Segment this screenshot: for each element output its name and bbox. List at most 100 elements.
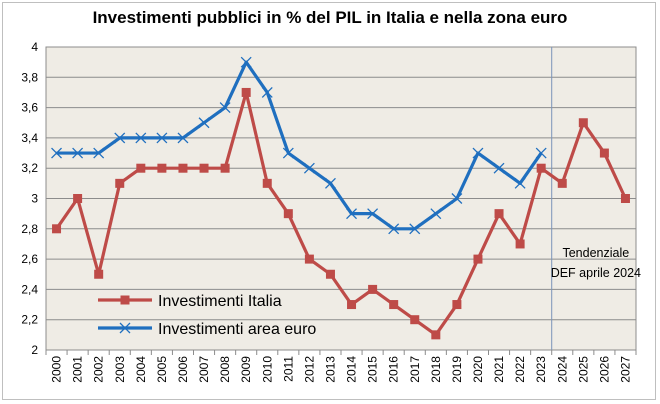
data-point-euro xyxy=(388,223,400,235)
data-point-italia xyxy=(157,163,167,173)
y-tick-label: 3 xyxy=(31,192,38,206)
x-tick-label: 2019 xyxy=(450,356,464,383)
x-tick-label: 2009 xyxy=(239,356,253,383)
x-tick-label: 2026 xyxy=(597,356,611,383)
x-tick-label: 2005 xyxy=(155,356,169,383)
y-tick-label: 2,6 xyxy=(21,252,38,266)
x-tick-label: 2025 xyxy=(576,356,590,383)
data-point-italia xyxy=(262,178,272,188)
y-tick-label: 3,2 xyxy=(21,161,38,175)
x-tick-label: 2007 xyxy=(197,356,211,383)
data-point-euro xyxy=(51,147,62,159)
data-point-italia xyxy=(599,148,609,158)
data-point-italia xyxy=(73,194,83,203)
y-tick-label: 3,4 xyxy=(21,131,38,145)
data-point-euro xyxy=(346,208,357,220)
data-point-euro xyxy=(177,132,189,144)
x-tick-label: 2017 xyxy=(408,356,422,383)
x-tick-label: 2014 xyxy=(345,356,359,383)
legend-marker-x xyxy=(119,322,131,334)
y-tick-label: 3,8 xyxy=(21,70,38,84)
data-point-euro xyxy=(114,132,126,144)
x-tick-label: 2020 xyxy=(471,356,485,383)
x-tick-label: 2006 xyxy=(176,356,190,383)
y-tick-label: 2,4 xyxy=(21,282,38,296)
x-tick-label: 2013 xyxy=(323,356,337,383)
data-point-italia xyxy=(620,194,630,203)
forecast-annotation: DEF aprile 2024 xyxy=(551,266,641,280)
x-tick-label: 2010 xyxy=(260,356,274,383)
data-point-italia xyxy=(199,163,209,173)
data-point-euro xyxy=(430,208,442,220)
data-point-euro xyxy=(219,102,231,114)
data-point-euro xyxy=(409,223,421,235)
x-tick-label: 2001 xyxy=(71,356,85,383)
forecast-annotation: Tendenziale xyxy=(562,246,629,260)
series-line-2 xyxy=(56,60,543,231)
data-point-euro xyxy=(325,177,336,189)
data-point-italia xyxy=(515,239,525,249)
x-tick-label: 2008 xyxy=(218,356,232,383)
data-point-euro xyxy=(240,56,252,68)
data-point-italia xyxy=(115,178,125,188)
y-tick-label: 3,6 xyxy=(21,101,38,115)
data-point-euro xyxy=(367,208,379,220)
data-point-euro xyxy=(514,177,526,189)
data-point-italia xyxy=(304,254,314,264)
legend-label-1: Investimenti Italia xyxy=(158,293,282,310)
data-point-italia xyxy=(283,209,293,219)
y-tick-label: 2,8 xyxy=(21,222,38,236)
data-point-italia xyxy=(452,300,462,310)
x-tick-label: 2002 xyxy=(92,356,106,383)
chart-title: Investimenti pubblici in % del PIL in It… xyxy=(92,8,568,27)
x-tick-label: 2011 xyxy=(281,356,295,382)
data-point-italia xyxy=(241,87,251,97)
legend-marker-square xyxy=(120,295,130,305)
x-tick-label: 2024 xyxy=(555,356,569,383)
x-tick-label: 2021 xyxy=(492,356,506,383)
data-point-euro xyxy=(93,147,105,159)
x-tick-label: 2012 xyxy=(302,356,316,383)
data-point-euro xyxy=(198,117,210,129)
data-point-euro xyxy=(472,147,484,159)
data-point-italia xyxy=(52,224,62,234)
data-point-italia xyxy=(325,269,335,279)
x-tick-label: 2003 xyxy=(113,356,127,383)
data-point-euro xyxy=(261,86,273,98)
data-point-euro xyxy=(282,147,294,159)
data-point-italia xyxy=(410,315,420,325)
y-tick-label: 4 xyxy=(31,40,38,54)
data-point-italia xyxy=(347,300,357,310)
data-point-italia xyxy=(431,330,441,340)
x-tick-label: 2004 xyxy=(134,356,148,383)
data-point-italia xyxy=(136,163,146,173)
data-point-italia xyxy=(178,163,188,173)
series-line-1 xyxy=(55,90,627,337)
data-point-italia xyxy=(494,209,504,219)
data-point-italia xyxy=(578,118,588,128)
x-tick-label: 2015 xyxy=(366,356,380,383)
data-point-italia xyxy=(536,163,546,173)
x-tick-label: 2018 xyxy=(429,356,443,383)
data-point-euro xyxy=(493,162,505,174)
legend-label-2: Investimenti area euro xyxy=(158,321,316,338)
data-point-italia xyxy=(473,254,483,264)
data-point-italia xyxy=(220,163,230,173)
y-tick-label: 2 xyxy=(31,343,38,357)
data-point-euro xyxy=(135,132,147,144)
data-point-italia xyxy=(389,300,399,310)
data-point-euro xyxy=(156,132,168,144)
x-tick-label: 2023 xyxy=(534,356,548,383)
y-tick-label: 2,2 xyxy=(21,313,38,327)
data-point-euro xyxy=(451,193,463,204)
x-tick-label: 2016 xyxy=(387,356,401,383)
data-point-italia xyxy=(557,178,567,188)
x-tick-label: 2022 xyxy=(513,356,527,383)
data-point-italia xyxy=(368,284,378,294)
data-point-euro xyxy=(72,147,84,159)
x-tick-label: 2000 xyxy=(50,356,64,383)
data-point-euro xyxy=(303,162,315,174)
data-point-italia xyxy=(94,269,104,279)
data-point-euro xyxy=(535,147,547,159)
